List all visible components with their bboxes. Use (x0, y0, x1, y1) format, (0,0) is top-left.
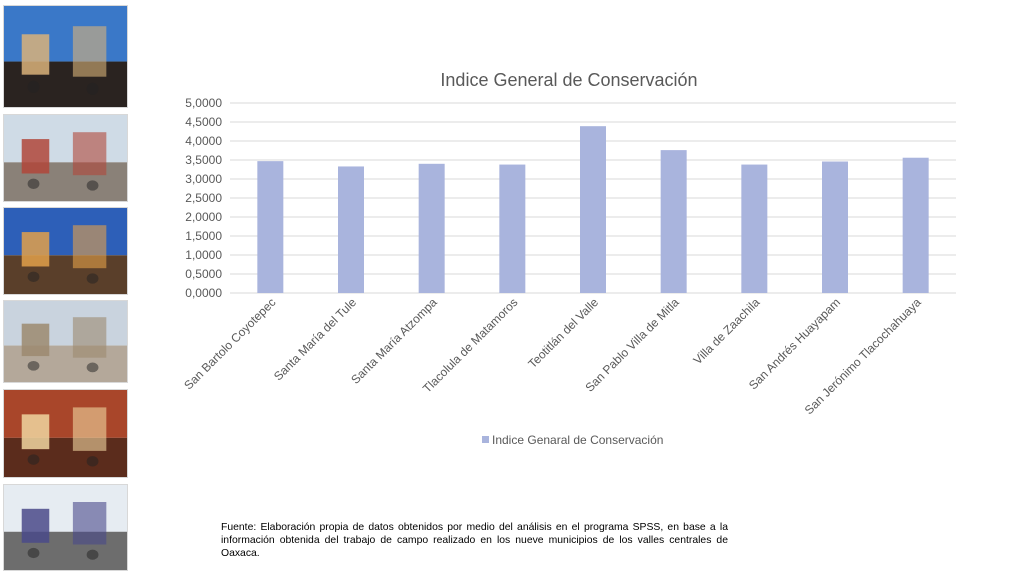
x-tick-label: Santa María del Tule (271, 295, 359, 383)
chart-bars (257, 126, 929, 294)
bar (338, 166, 364, 293)
y-tick-label: 3,5000 (185, 153, 222, 167)
y-axis-ticks: 0,0000 0,5000 1,0000 1,5000 2,0000 2,5000 3,00… (185, 96, 222, 300)
photo-strip (0, 0, 132, 576)
x-tick-label: San Andrés Huayapam (746, 295, 843, 392)
bar (741, 164, 768, 293)
legend-swatch (482, 436, 489, 443)
y-tick-label: 2,5000 (185, 191, 222, 205)
y-tick-label: 1,5000 (185, 229, 222, 243)
y-tick-label: 4,0000 (185, 134, 222, 148)
y-tick-label: 4,5000 (185, 115, 222, 129)
x-tick-label: San Bartolo Coyotepec (181, 295, 278, 392)
bar (822, 161, 848, 293)
x-tick-label: Teotitlán del Valle (525, 295, 601, 371)
x-tick-label: Santa María Atzompa (348, 295, 440, 387)
bar (660, 150, 687, 293)
photo-santo-domingo (3, 300, 128, 383)
photo-cathedral-rooftop (3, 5, 128, 108)
legend-label: Indice Genaral de Conservación (492, 433, 663, 447)
bar (499, 164, 526, 293)
photo-pedestrian-street (3, 114, 128, 202)
bar-chart: Indice General de Conservación 0,0000 0,5… (181, 70, 956, 447)
chart-title: Indice General de Conservación (440, 70, 697, 90)
y-tick-label: 5,0000 (185, 96, 222, 110)
x-tick-label: Villa de Zaachila (690, 295, 762, 367)
y-tick-label: 0,0000 (185, 286, 222, 300)
bar (257, 161, 284, 293)
x-tick-label: San Pablo Villa de Mitla (582, 295, 682, 395)
photo-tourist-crowd (3, 484, 128, 571)
y-tick-label: 1,0000 (185, 248, 222, 262)
bar (418, 163, 445, 293)
y-tick-label: 2,0000 (185, 210, 222, 224)
bar (902, 157, 929, 293)
source-footnote: Fuente: Elaboración propia de datos obte… (221, 522, 728, 560)
y-tick-label: 3,0000 (185, 172, 222, 186)
chart-legend: Indice Genaral de Conservación (482, 433, 663, 447)
photo-hotel-room (3, 389, 128, 478)
y-tick-label: 0,5000 (185, 267, 222, 281)
photo-evening-terrace (3, 207, 128, 295)
x-tick-label: Tlacolula de Matamoros (420, 295, 520, 395)
bar (580, 126, 606, 294)
